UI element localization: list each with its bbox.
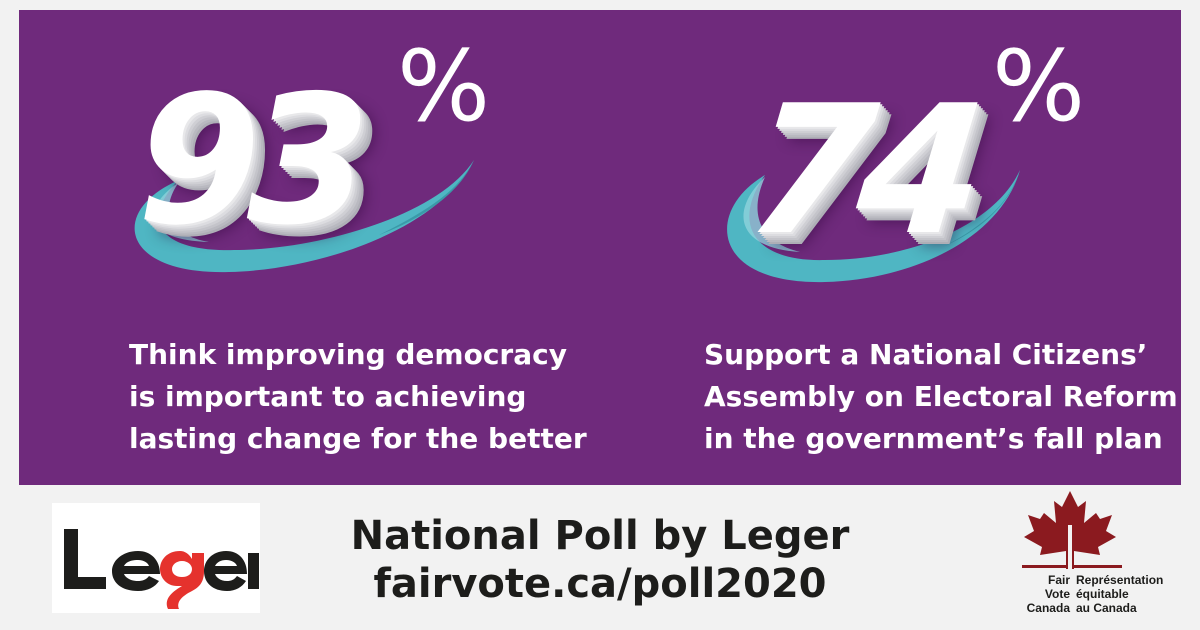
percent-sign: %: [397, 30, 491, 144]
leger-logo-icon: [64, 529, 259, 609]
poll-url[interactable]: fairvote.ca/poll2020: [373, 561, 827, 607]
fvc-line: Canada: [1026, 601, 1070, 615]
maple-leaf-icon: [1022, 491, 1122, 571]
fvc-french-name: Représentation équitable au Canada: [1076, 573, 1163, 615]
caption-line: is important to achieving: [129, 380, 527, 413]
caption-line: Support a National Citizens’: [704, 338, 1148, 371]
caption-line: Assembly on Electoral Reform: [704, 380, 1178, 413]
swoosh-icon: [727, 170, 1020, 283]
percent-sign: %: [992, 30, 1086, 144]
stats-panel: 93 % Think improving democracy is import…: [19, 10, 1181, 485]
fvc-line: Représentation: [1076, 573, 1164, 587]
fvc-line: au Canada: [1076, 601, 1137, 615]
footer: National Poll by Leger fairvote.ca/poll2…: [0, 485, 1200, 630]
stat-value: 93: [137, 57, 371, 264]
caption-line: lasting change for the better: [129, 422, 587, 455]
stat-caption: Think improving democracy is important t…: [129, 334, 587, 460]
poll-title: National Poll by Leger: [350, 513, 850, 559]
stat-card-citizens-assembly: 74 % Support a National Citizens’ Assemb…: [600, 10, 1178, 485]
leger-logo: [52, 503, 260, 613]
stat-value: 74: [739, 67, 981, 274]
swoosh-icon: [134, 160, 474, 273]
caption-line: in the government’s fall plan: [704, 422, 1163, 455]
fair-vote-canada-logo: Fair Vote Canada Représentation équitabl…: [1000, 485, 1200, 630]
fvc-english-name: Fair Vote Canada: [1018, 573, 1070, 615]
stat-card-democracy: 93 % Think improving democracy is import…: [19, 10, 587, 485]
fvc-line: Vote: [1044, 587, 1070, 601]
fvc-line: Fair: [1047, 573, 1070, 587]
caption-line: Think improving democracy: [129, 338, 567, 371]
fvc-line: équitable: [1076, 587, 1129, 601]
stat-caption: Support a National Citizens’ Assembly on…: [704, 334, 1178, 460]
